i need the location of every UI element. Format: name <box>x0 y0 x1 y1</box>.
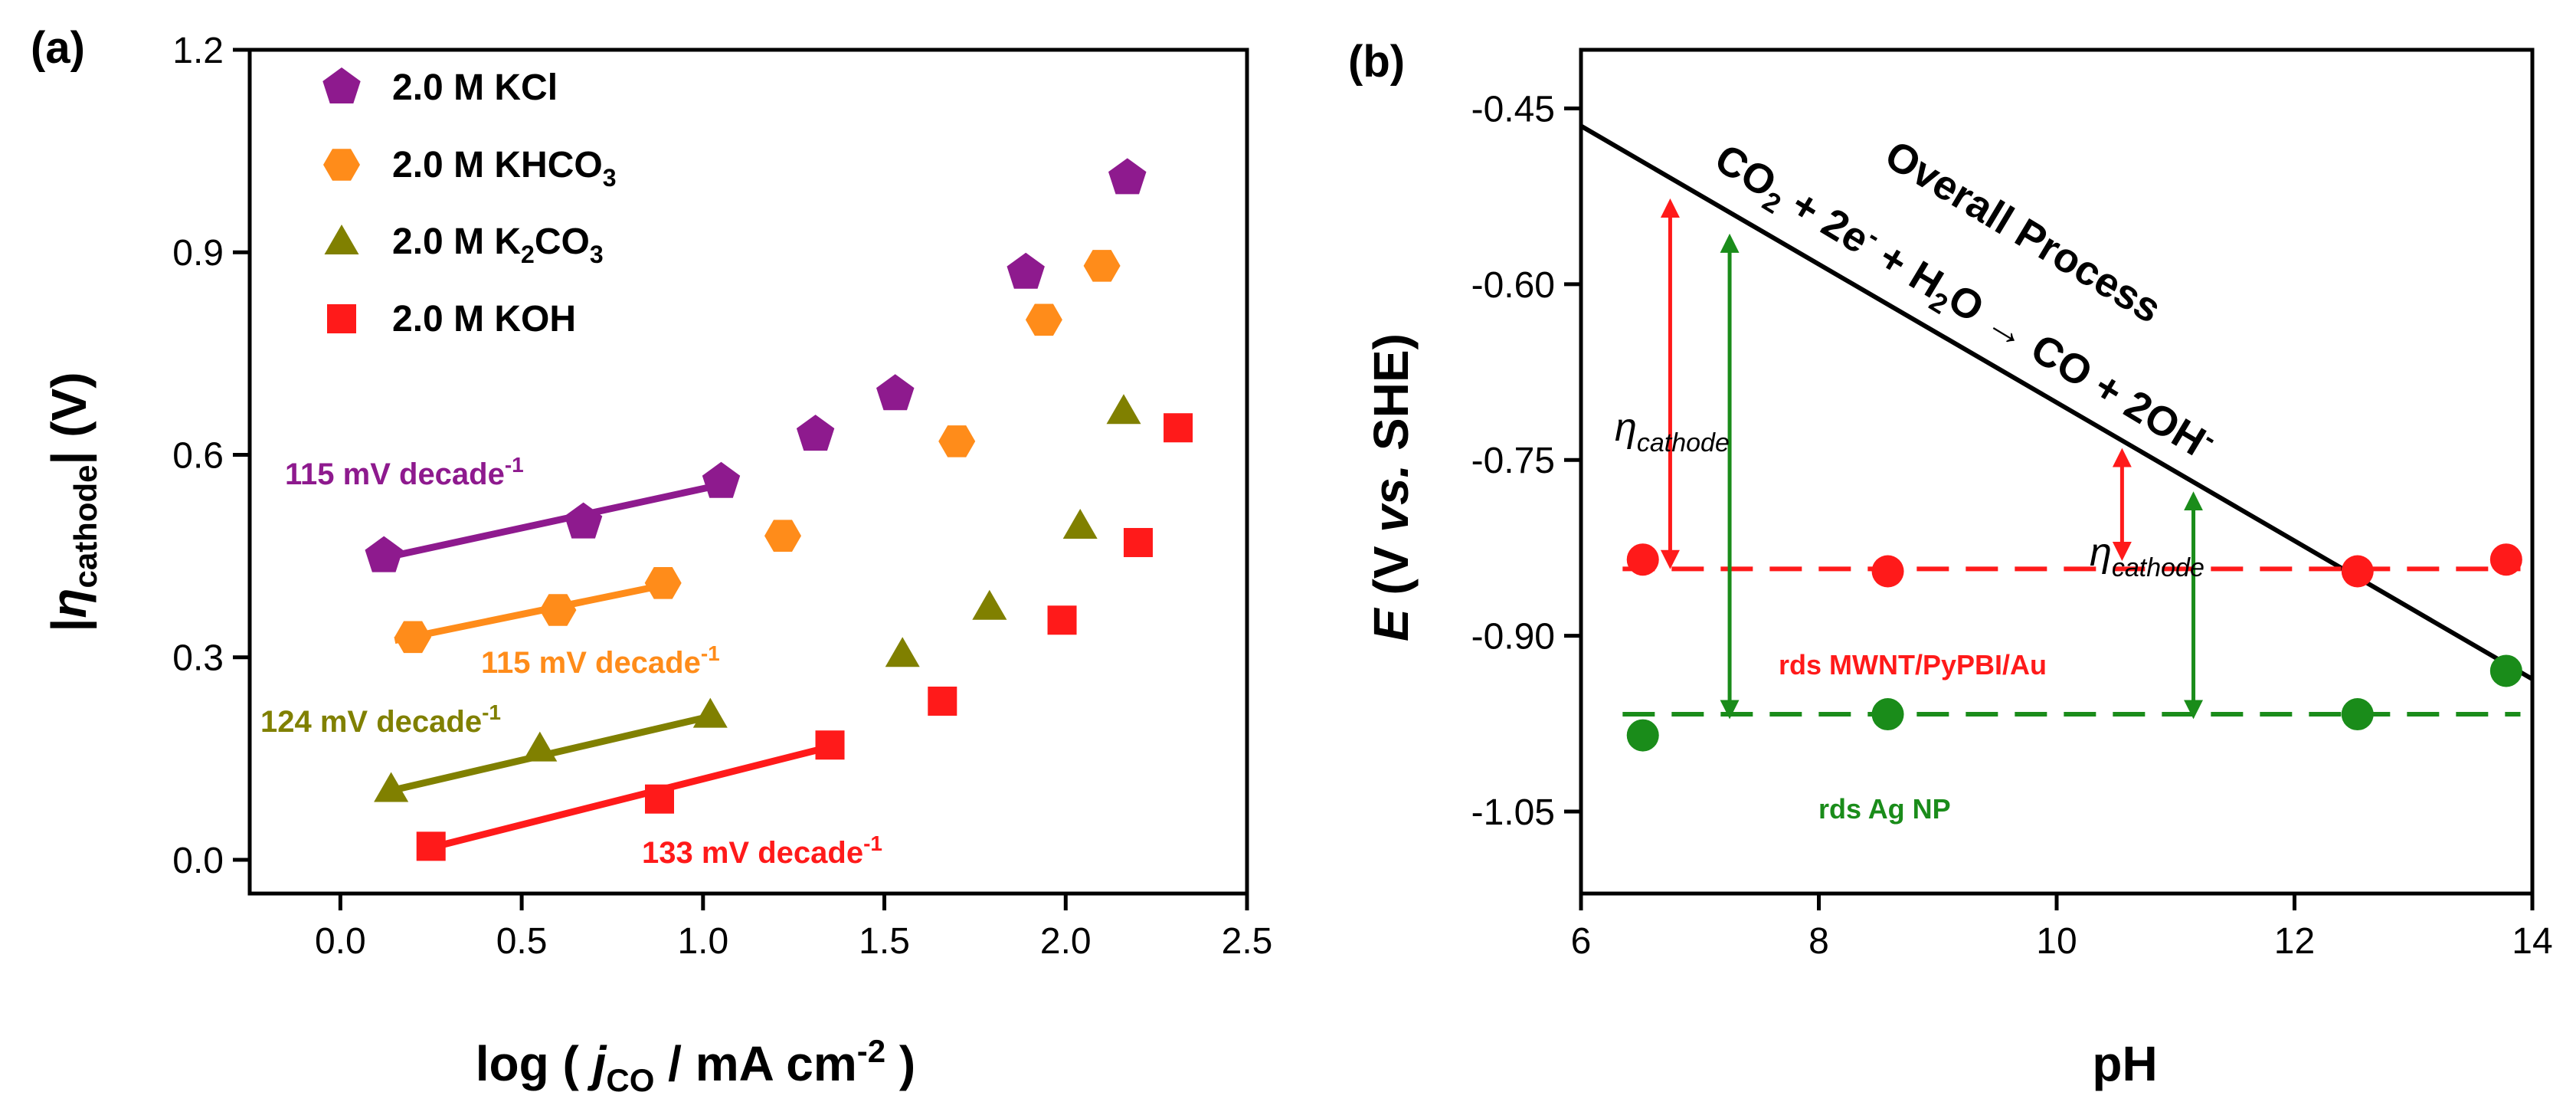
x-tick-label: 0.0 <box>315 921 366 962</box>
y-tick-label: -0.90 <box>1471 617 1555 658</box>
data-point-2-0-m-khco3 <box>1083 250 1121 282</box>
y-tick-label: 0.9 <box>172 233 224 274</box>
rds-mwnt-label: rds MWNT/PyPBI/Au <box>1779 649 2047 680</box>
panel-b-plot-frame <box>1579 48 2535 896</box>
panel-b-y-axis-title: E (V vs. SHE) <box>1363 333 1419 641</box>
panel-b-label: (b) <box>1348 37 1405 87</box>
data-point-2-0-m-koh <box>1123 527 1153 557</box>
panel-b-axes: 6 8 10 12 14 -0.45 -0.60 -0.75 -0.90 -1.05 <box>1471 89 2553 962</box>
x-tick-label: 10 <box>2036 921 2077 962</box>
fit-line-2-0-m-khco3 <box>394 579 675 644</box>
y-tick-label: -0.60 <box>1471 265 1555 306</box>
x-tick-label: 2.5 <box>1222 921 1273 962</box>
data-point-rds-ag-np <box>1626 719 1659 752</box>
data-point-2-0-m-koh <box>1047 605 1077 635</box>
y-tick-label: -0.45 <box>1471 89 1555 130</box>
legend-label-koh: 2.0 M KOH <box>392 299 576 339</box>
panel-a-plot-frame <box>247 48 1249 896</box>
x-tick-label: 12 <box>2274 921 2315 962</box>
y-tick-label: -1.05 <box>1471 792 1555 833</box>
data-point-2-0-m-khco3 <box>938 425 976 457</box>
rds-ag-label: rds Ag NP <box>1818 793 1951 825</box>
x-tick-label: 1.0 <box>677 921 728 962</box>
data-point-2-0-m-koh <box>1164 413 1193 443</box>
data-point-rds-mwnt-pypbi-au <box>2341 555 2374 588</box>
panel-b-x-axis-title: pH <box>2092 1036 2157 1091</box>
overpotential-arrows <box>1660 198 2204 720</box>
legend-marker-2-0-m-koh <box>327 304 356 333</box>
legend-label-khco3: 2.0 M KHCO3 <box>392 145 617 192</box>
data-point-2-0-m-kcl <box>365 536 403 572</box>
data-point-2-0-m-khco3 <box>1025 303 1062 336</box>
panel-a-label: (a) <box>31 23 85 73</box>
panel-a-x-axis-title: log ( jCO / mA cm-2 ) <box>476 1033 915 1098</box>
data-point-rds-ag-np <box>2489 654 2522 687</box>
data-point-2-0-m-kcl <box>564 502 603 539</box>
x-tick-label: 2.0 <box>1040 921 1092 962</box>
x-tick-label: 8 <box>1808 921 1829 962</box>
data-point-2-0-m-k2co3 <box>1106 394 1141 425</box>
y-tick-label: 0.0 <box>172 841 224 881</box>
y-tick-label: 0.6 <box>172 435 224 476</box>
data-point-2-0-m-kcl <box>1108 158 1147 195</box>
fit-line-2-0-m-kcl <box>375 480 729 563</box>
data-point-2-0-m-koh <box>928 686 957 716</box>
legend-marker-2-0-m-kcl <box>322 67 361 103</box>
data-point-rds-mwnt-pypbi-au <box>2489 543 2522 576</box>
eta-cathode-label-left: ηcathode <box>1615 405 1730 457</box>
data-point-2-0-m-kcl <box>702 461 741 498</box>
eta-cathode-label-right: ηcathode <box>2090 530 2204 582</box>
data-point-rds-ag-np <box>1871 698 1904 731</box>
x-tick-label: 6 <box>1571 921 1592 962</box>
data-point-2-0-m-k2co3 <box>374 772 409 802</box>
y-tick-label: 1.2 <box>172 31 224 71</box>
data-point-2-0-m-koh <box>645 784 675 814</box>
x-tick-label: 14 <box>2512 921 2552 962</box>
data-point-2-0-m-kcl <box>796 415 835 451</box>
panel-a: (a) 0.0 0.5 1.0 1.5 2.0 2.5 0.0 0.3 0.6 0.9 1.2 2.… <box>31 23 1272 1098</box>
data-point-2-0-m-kcl <box>1007 252 1045 289</box>
legend-marker-2-0-m-khco3 <box>323 149 360 181</box>
data-point-rds-ag-np <box>2341 698 2374 731</box>
panel-a-data-points <box>365 158 1193 861</box>
y-tick-label: -0.75 <box>1471 441 1555 481</box>
data-point-2-0-m-k2co3 <box>522 731 558 762</box>
panel-b: (b) 6 8 10 12 14-0.45-0.60-0.75-0.90-1.05 Ov… <box>1348 37 2553 1091</box>
data-point-2-0-m-k2co3 <box>1062 509 1098 539</box>
legend-marker-2-0-m-k2co3 <box>324 225 359 254</box>
data-point-2-0-m-khco3 <box>764 520 801 552</box>
data-point-rds-mwnt-pypbi-au <box>1626 543 1659 576</box>
x-tick-label: 0.5 <box>496 921 548 962</box>
x-tick-label: 1.5 <box>859 921 910 962</box>
panel-b-data-points <box>1626 543 2522 752</box>
slope-label-k2co3: 124 mV decade-1 <box>260 700 501 739</box>
data-point-2-0-m-koh <box>416 831 446 861</box>
slope-label-khco3: 115 mV decade-1 <box>481 641 720 680</box>
data-point-2-0-m-k2co3 <box>885 637 920 667</box>
data-point-2-0-m-khco3 <box>644 567 682 599</box>
panel-a-legend-markers <box>322 67 361 333</box>
overall-process-line <box>1579 123 2534 681</box>
legend-label-kcl: 2.0 M KCl <box>392 67 558 108</box>
slope-label-kcl: 115 mV decade-1 <box>285 453 524 491</box>
data-point-2-0-m-kcl <box>876 374 915 411</box>
slope-label-koh: 133 mV decade-1 <box>642 831 882 870</box>
data-point-2-0-m-khco3 <box>539 594 577 626</box>
data-point-2-0-m-koh <box>815 730 845 760</box>
legend-label-k2co3: 2.0 M K2CO3 <box>392 221 604 268</box>
fit-line-2-0-m-koh <box>430 741 839 851</box>
data-point-2-0-m-k2co3 <box>692 697 728 728</box>
data-point-2-0-m-khco3 <box>394 621 432 654</box>
data-point-2-0-m-k2co3 <box>972 589 1007 620</box>
y-tick-label: 0.3 <box>172 638 224 679</box>
panel-a-axes: 0.0 0.5 1.0 1.5 2.0 2.5 0.0 0.3 0.6 0.9 1.2 <box>172 31 1272 962</box>
panel-a-y-axis-title: |ηcathode| (V) <box>41 372 103 631</box>
data-point-rds-mwnt-pypbi-au <box>1871 555 1904 588</box>
